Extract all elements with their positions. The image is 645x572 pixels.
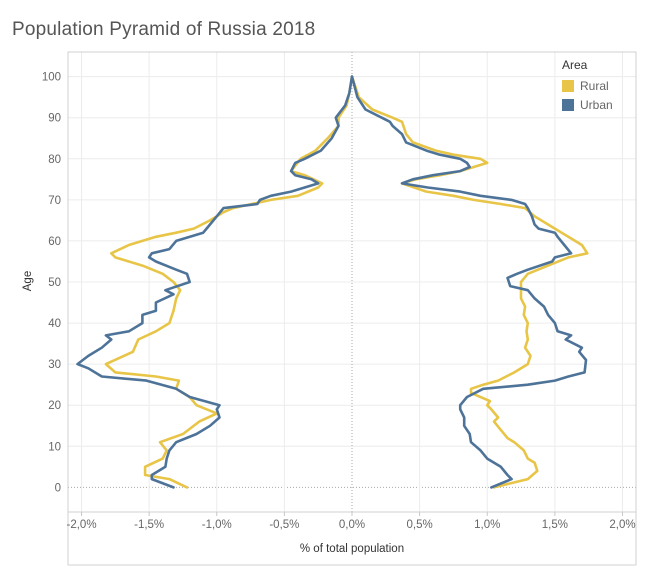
- x-tick-label: 1,5%: [542, 519, 568, 531]
- series-line-urban-male[interactable]: [76, 75, 354, 489]
- legend-label-urban: Urban: [580, 97, 613, 112]
- x-tick-label: 0,0%: [339, 519, 365, 531]
- y-tick-label: 50: [48, 277, 61, 289]
- y-tick-label: 80: [48, 154, 61, 166]
- legend-item-rural[interactable]: Rural: [562, 76, 613, 95]
- y-tick-label: 90: [48, 113, 61, 125]
- y-tick-label: 20: [48, 400, 61, 412]
- series: [76, 75, 589, 489]
- y-tick-label: 0: [55, 482, 61, 494]
- axes: [67, 51, 637, 566]
- y-tick-label: 40: [48, 318, 61, 330]
- x-tick-label: -2,0%: [67, 519, 97, 531]
- y-axis-title: Age: [22, 271, 34, 291]
- y-tick-label: 10: [48, 441, 61, 453]
- x-tick-label: 1,0%: [474, 519, 500, 531]
- y-tick-label: 70: [48, 195, 61, 207]
- x-tick-label: -1,5%: [134, 519, 164, 531]
- legend: Area Rural Urban: [562, 58, 613, 114]
- y-tick-label: 100: [42, 72, 61, 84]
- x-tick-label: 2,0%: [609, 519, 635, 531]
- legend-label-rural: Rural: [580, 78, 609, 93]
- legend-title: Area: [562, 58, 588, 72]
- series-line-rural-female[interactable]: [350, 75, 589, 489]
- series-line-urban-female[interactable]: [350, 75, 588, 489]
- legend-swatch-rural: [562, 79, 574, 92]
- tick-labels: 0 10 20 30 40 50 60 70 80 90 100 -2,0% -1,5% -1,0% -0,…: [42, 72, 636, 531]
- y-tick-label: 60: [48, 236, 61, 248]
- chart-title: Population Pyramid of Russia 2018: [12, 19, 316, 40]
- x-axis-title: % of total population: [300, 543, 404, 555]
- x-tick-label: 0,5%: [407, 519, 433, 531]
- grid: [68, 52, 636, 512]
- x-tick-label: -1,0%: [202, 519, 232, 531]
- y-tick-label: 30: [48, 359, 61, 371]
- x-tick-label: -0,5%: [269, 519, 299, 531]
- legend-swatch-urban: [562, 98, 574, 111]
- legend-item-urban[interactable]: Urban: [562, 95, 613, 114]
